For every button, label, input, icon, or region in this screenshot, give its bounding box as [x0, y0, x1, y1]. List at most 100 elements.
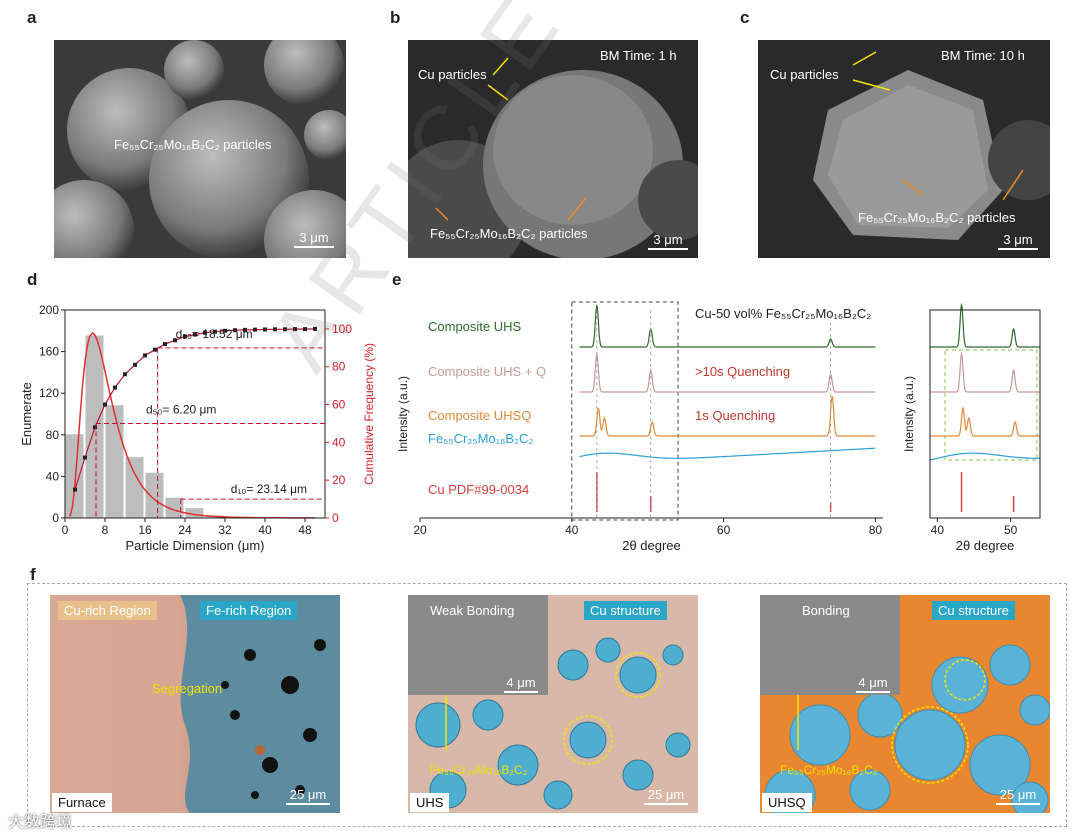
- x-tick-label: 20: [413, 523, 427, 537]
- x-tick-label: 16: [138, 523, 152, 537]
- series-label: Cu PDF#99-0034: [428, 482, 529, 497]
- cumulative-point: [93, 425, 97, 430]
- y-axis-label: Intensity (a.u.): [396, 376, 410, 452]
- annotation-label: d₉₀= 18.52 μm: [176, 327, 253, 341]
- zoom-x-axis-label: 2θ degree: [956, 538, 1015, 553]
- micrograph-uhs: Weak Bonding 4 μm Cu structure Fe₅₅Cr₂₅M…: [408, 595, 698, 813]
- bonding-label: Bonding: [802, 603, 850, 618]
- y2-tick-label: 40: [332, 435, 346, 449]
- cumulative-point: [213, 329, 217, 334]
- cumulative-point: [73, 487, 77, 492]
- uhs-inset-sem: Weak Bonding 4 μm: [408, 595, 548, 695]
- y2-tick-label: 60: [332, 398, 346, 412]
- furnace-scalebar: 25 μm: [286, 787, 330, 805]
- uhs-cu-structure-tag: Cu structure: [584, 601, 667, 620]
- x-tick-label: 60: [717, 523, 731, 537]
- cu-rich-region-tag: Cu-rich Region: [58, 601, 157, 620]
- cumulative-point: [243, 327, 247, 332]
- y2-axis-label: Cumulative Frequency (%): [362, 343, 376, 485]
- cumulative-point: [173, 338, 177, 343]
- x-tick-label: 40: [565, 523, 579, 537]
- sem-c-scalebar: 3 μm: [998, 232, 1038, 250]
- sem-image-c: BM Time: 10 h Cu particles Fe₅₅Cr₂₅Mo₁₆B…: [758, 40, 1050, 258]
- zoom-trace: [930, 351, 1040, 393]
- uhsq-particle-label: Fe₅₅Cr₂₅Mo₁₆B₂C₂: [780, 763, 878, 777]
- panel-d-label: d: [27, 270, 38, 289]
- weak-bonding-label: Weak Bonding: [430, 603, 515, 618]
- series-label: Fe₅₅Cr₂₅Mo₁₆B₂C₂: [428, 431, 534, 446]
- y-tick-label: 200: [39, 303, 59, 317]
- sem-c-fe-label: Fe₅₅Cr₂₅Mo₁₆B₂C₂ particles: [858, 210, 1016, 225]
- cumulative-point: [223, 328, 227, 333]
- y2-tick-label: 20: [332, 473, 346, 487]
- annotation-label: d₁₀= 23.14 μm: [231, 482, 307, 496]
- sem-c-bm-time: BM Time: 10 h: [941, 48, 1025, 63]
- uhs-inset-scalebar: 4 μm: [504, 675, 538, 693]
- sem-b-bm-time: BM Time: 1 h: [600, 48, 677, 63]
- cumulative-point: [203, 330, 207, 335]
- sem-b-cu-label: Cu particles: [418, 67, 487, 82]
- x-tick-label: 0: [62, 523, 69, 537]
- fe-rich-region-tag: Fe-rich Region: [200, 601, 298, 620]
- x-tick-label: 8: [102, 523, 109, 537]
- zoom-frame: [929, 309, 1041, 519]
- cumulative-point: [233, 328, 237, 333]
- panel-b-label: b: [390, 8, 401, 27]
- series-note: >10s Quenching: [695, 364, 790, 379]
- x-tick-label: 48: [298, 523, 312, 537]
- plot-frame: [64, 309, 326, 519]
- cumulative-point: [193, 332, 197, 337]
- panel-c-label: c: [740, 8, 750, 27]
- uhs-tag: UHS: [410, 793, 450, 812]
- cumulative-point: [273, 327, 277, 332]
- uhsq-cu-structure-tag: Cu structure: [932, 601, 1015, 620]
- xrd-title: Cu-50 vol% Fe₅₅Cr₂₅Mo₁₆B₂C₂: [695, 306, 871, 321]
- cumulative-point: [313, 326, 317, 331]
- y-axis-label: Enumerate: [19, 382, 34, 446]
- cumulative-point: [293, 327, 297, 332]
- zoom-trace: [929, 452, 1040, 461]
- y2-tick-label: 80: [332, 360, 346, 374]
- sem-a-particles-label: Fe₅₅Cr₂₅Mo₁₆B₂C₂ particles: [114, 137, 272, 152]
- cumulative-point: [263, 327, 267, 332]
- x-tick-label: 32: [218, 523, 232, 537]
- sem-c-cu-label: Cu particles: [770, 67, 839, 82]
- y-tick-label: 80: [46, 428, 60, 442]
- uhs-particles: [415, 637, 691, 810]
- panel-e-label: e: [392, 270, 402, 289]
- xrd-chart: Cu-50 vol% Fe₅₅Cr₂₅Mo₁₆B₂C₂ Composite UHS…: [396, 301, 883, 553]
- cumulative-point: [143, 353, 147, 358]
- x-tick-label: 40: [258, 523, 272, 537]
- series-note: 1s Quenching: [695, 408, 775, 423]
- zoom-trace: [930, 406, 1040, 437]
- xrd-trace: [579, 353, 876, 393]
- sem-b-scalebar: 3 μm: [648, 232, 688, 250]
- cumulative-point: [153, 347, 157, 352]
- sem-image-a: Fe₅₅Cr₂₅Mo₁₆B₂C₂ particles 3 μm: [54, 40, 346, 258]
- y-tick-label: 120: [39, 386, 59, 400]
- xrd-trace: [579, 395, 876, 437]
- uhsq-inset-sem: Bonding 4 μm: [760, 595, 900, 695]
- sem-a-particles: [54, 40, 346, 258]
- series-label: Composite UHS: [428, 319, 522, 334]
- footer-logo: 大数跨境: [8, 814, 73, 831]
- furnace-tag: Furnace: [52, 793, 112, 812]
- annotation-label: d₅₀= 6.20 μm: [146, 402, 216, 416]
- cumulative-point: [303, 327, 307, 332]
- uhsq-tag: UHSQ: [762, 793, 812, 812]
- xrd-trace: [579, 304, 876, 348]
- cumulative-point: [83, 455, 87, 460]
- zoom-x-tick-label: 40: [931, 523, 945, 537]
- particle-size-chart: d₉₀= 18.52 μm d₅₀= 6.20 μm d₁₀= 23.14 μm 0 8…: [19, 303, 376, 553]
- x-axis-label: 2θ degree: [622, 538, 681, 553]
- uhs-scalebar: 25 μm: [644, 787, 688, 805]
- uhs-particle-label: Fe₅₅Cr₂₅Mo₁₆B₂C₂: [430, 763, 528, 777]
- histogram-bar: [124, 456, 145, 519]
- series-label: Composite UHS + Q: [428, 364, 546, 379]
- panel-f-label: f: [30, 565, 36, 584]
- y-tick-label: 160: [39, 345, 59, 359]
- y-tick-label: 0: [52, 511, 59, 525]
- cumulative-point: [133, 362, 137, 367]
- zoom-region-box: [571, 301, 679, 521]
- histogram-bar: [144, 471, 165, 519]
